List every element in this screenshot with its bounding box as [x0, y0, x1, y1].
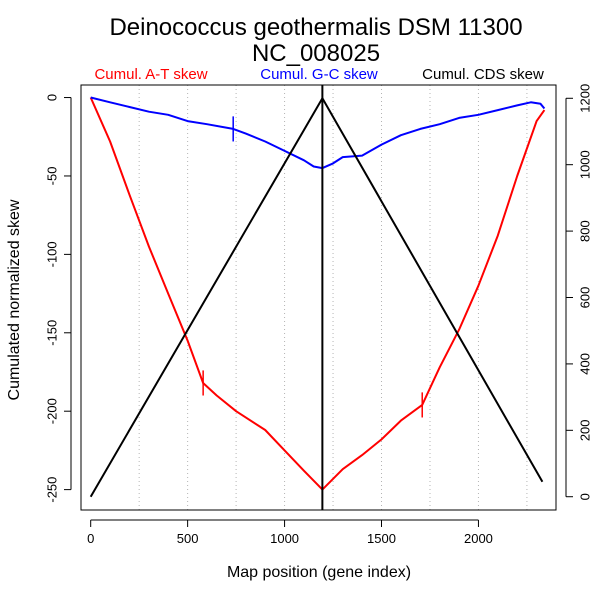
at-skew-line	[89, 97, 546, 491]
legend-cds-skew: Cumul. CDS skew	[422, 66, 544, 83]
x-axis-title: Map position (gene index)	[227, 564, 411, 581]
y-axis-left: 0 -50 -100 -150 -200 -250	[45, 94, 72, 503]
y-right-tick-label: 1000	[578, 150, 593, 179]
y-left-tick-label: -150	[45, 320, 60, 346]
y-right-tick-label: 600	[578, 287, 593, 309]
cds-skew-line	[89, 97, 544, 498]
x-tick-label: 0	[87, 531, 94, 546]
x-tick-label: 1000	[270, 531, 299, 546]
y-right-tick-label: 800	[578, 220, 593, 242]
y-left-tick-label: -100	[45, 241, 60, 267]
y-left-tick-label: -50	[45, 167, 60, 186]
x-tick-label: 1500	[367, 531, 396, 546]
series-layer	[89, 85, 546, 510]
x-tick-label: 2000	[464, 531, 493, 546]
y-right-tick-label: 400	[578, 353, 593, 375]
y-right-tick-label: 1200	[578, 84, 593, 113]
y-left-tick-label: -200	[45, 398, 60, 424]
chart-title: Deinococcus geothermalis DSM 11300	[109, 14, 522, 41]
grid-lines	[138, 85, 528, 510]
chart-subtitle: NC_008025	[252, 40, 380, 67]
x-axis: 0 500 1000 1500 2000	[87, 519, 493, 546]
y-left-tick-label: 0	[45, 94, 60, 101]
legend-at-skew: Cumul. A-T skew	[94, 66, 207, 83]
gc-skew-line	[90, 96, 546, 170]
plot-frame	[80, 84, 557, 511]
y-axis-right: 0 200 400 600 800 1000 1200	[565, 84, 593, 500]
y-left-tick-label: -250	[45, 477, 60, 503]
y-right-tick-label: 200	[578, 419, 593, 441]
legend-gc-skew: Cumul. G-C skew	[260, 66, 378, 83]
y-axis-title: Cumulated normalized skew	[6, 199, 23, 400]
x-tick-label: 500	[177, 531, 199, 546]
y-right-tick-label: 0	[578, 493, 593, 500]
